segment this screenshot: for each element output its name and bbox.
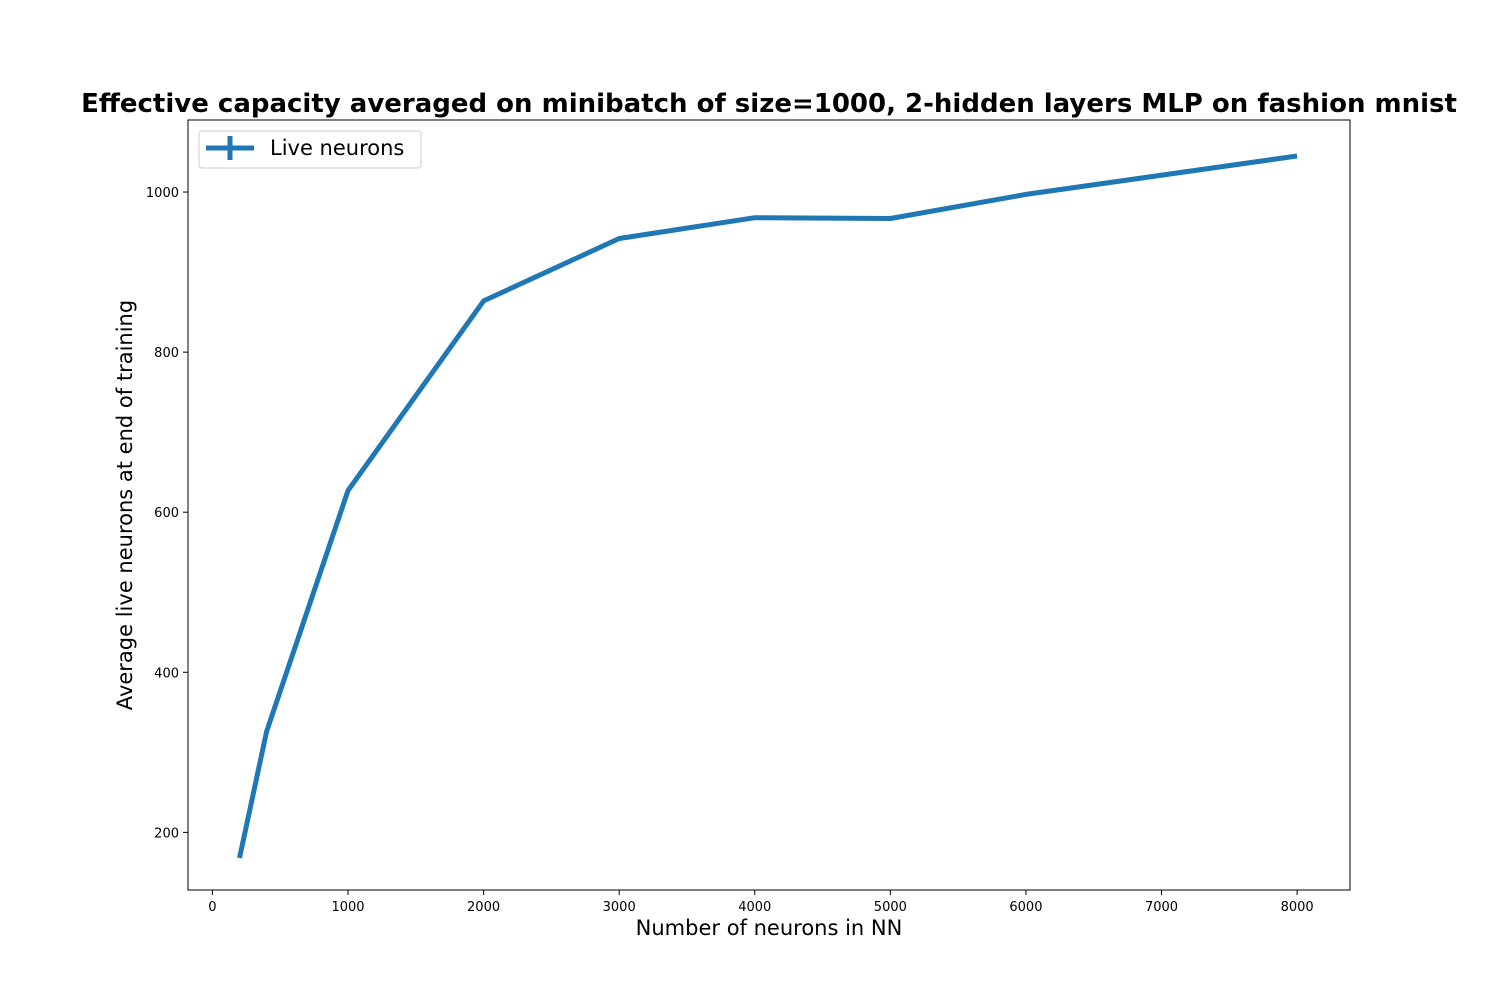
y-tick-label: 200 (154, 826, 179, 841)
y-tick-label: 400 (154, 666, 179, 681)
series-line-live-neurons (237, 153, 1298, 859)
plot-area (187, 119, 1351, 891)
legend: Live neurons (198, 130, 422, 169)
x-tick-label: 1000 (331, 900, 364, 915)
y-tick-label: 800 (154, 346, 179, 361)
legend-box (198, 130, 422, 169)
y-tick-label: 1000 (146, 186, 179, 201)
y-axis: 200 400 600 800 1000 (146, 186, 188, 841)
series-layer (237, 153, 1298, 859)
chart-title: Effective capacity averaged on minibatch… (81, 89, 1457, 119)
x-axis-label: Number of neurons in NN (636, 916, 903, 940)
x-tick-label: 4000 (738, 900, 771, 915)
legend-entry-live-neurons: Live neurons (270, 136, 404, 160)
y-tick-label: 600 (154, 506, 179, 521)
x-axis: 0 1000 2000 3000 4000 5000 6000 7000 8000 (208, 890, 1314, 915)
x-tick-label: 0 (208, 900, 216, 915)
x-tick-label: 2000 (467, 900, 500, 915)
x-tick-label: 8000 (1281, 900, 1314, 915)
x-tick-label: 3000 (603, 900, 636, 915)
x-tick-label: 7000 (1145, 900, 1178, 915)
y-axis-label: Average live neurons at end of training (113, 300, 137, 710)
x-tick-label: 5000 (874, 900, 907, 915)
x-tick-label: 6000 (1009, 900, 1042, 915)
